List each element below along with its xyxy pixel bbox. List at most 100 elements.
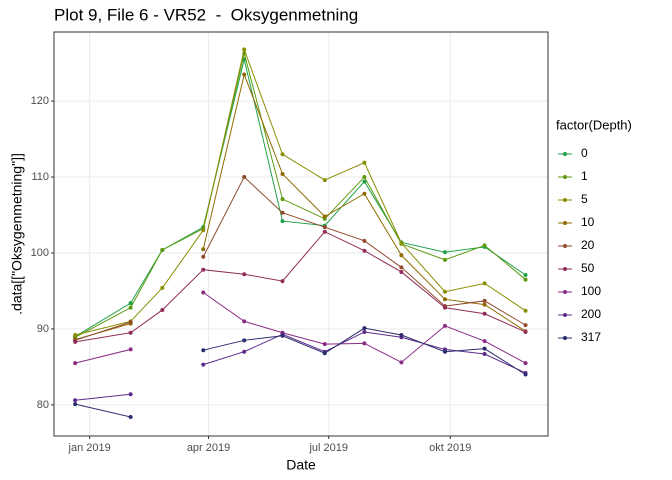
- data-point: [201, 267, 206, 272]
- data-point: [523, 277, 528, 282]
- x-axis-title: Date: [286, 457, 316, 473]
- data-point: [362, 248, 367, 253]
- data-point: [442, 257, 447, 262]
- data-point: [482, 243, 487, 248]
- data-point: [242, 72, 247, 77]
- data-point: [482, 281, 487, 286]
- data-point: [242, 47, 247, 52]
- data-point: [362, 329, 367, 334]
- x-tick-label: jan 2019: [68, 442, 111, 454]
- y-tick-label: 90: [37, 323, 49, 335]
- data-point: [322, 214, 327, 219]
- x-tick-label: okt 2019: [429, 442, 471, 454]
- data-point: [160, 247, 165, 252]
- series-line: [75, 231, 526, 343]
- data-point: [482, 346, 487, 351]
- data-point: [73, 402, 78, 407]
- data-point: [128, 347, 133, 352]
- data-point: [442, 250, 447, 255]
- legend-label: 20: [581, 238, 595, 252]
- panel-border: [53, 31, 549, 437]
- data-point: [523, 323, 528, 328]
- data-point: [399, 360, 404, 365]
- data-point: [160, 285, 165, 290]
- data-point: [482, 298, 487, 303]
- data-point: [482, 339, 487, 344]
- legend-label: 0: [581, 146, 588, 160]
- x-tick-label: jul 2019: [308, 442, 348, 454]
- data-point: [399, 265, 404, 270]
- data-point: [73, 339, 78, 344]
- data-point: [399, 241, 404, 246]
- data-point: [362, 191, 367, 196]
- y-axis-title: .data[["Oksygenmetning"]]: [9, 153, 25, 315]
- legend-key-point: [563, 221, 567, 225]
- y-tick-label: 100: [31, 247, 49, 259]
- y-tick-label: 80: [37, 399, 49, 411]
- series-line: [74, 53, 526, 338]
- data-point: [523, 273, 528, 278]
- series-line: [75, 47, 526, 336]
- data-point: [362, 160, 367, 165]
- legend-key-point: [563, 267, 567, 271]
- legend-label: 317: [581, 330, 601, 344]
- legend-key-point: [563, 175, 567, 179]
- data-point: [201, 362, 206, 367]
- legend-key-point: [563, 198, 567, 202]
- legend-label: 50: [581, 261, 595, 275]
- data-point: [399, 269, 404, 274]
- data-point: [322, 178, 327, 183]
- data-point: [242, 319, 247, 324]
- x-tick-label: apr 2019: [187, 442, 230, 454]
- legend-key-point: [563, 152, 567, 156]
- data-point: [280, 152, 285, 157]
- data-point: [482, 311, 487, 316]
- data-point: [242, 349, 247, 354]
- data-point: [242, 338, 247, 343]
- data-point: [482, 351, 487, 356]
- data-point: [128, 392, 133, 397]
- data-point: [523, 308, 528, 313]
- legend-label: 5: [581, 192, 588, 206]
- data-point: [362, 326, 367, 331]
- data-point: [442, 297, 447, 302]
- legend-key-point: [563, 336, 567, 340]
- legend-label: 1: [581, 169, 588, 183]
- data-point: [399, 333, 404, 337]
- chart-title: Plot 9, File 6 - VR52 - Oksygenmetning: [54, 5, 358, 24]
- data-point: [242, 175, 247, 180]
- data-point: [128, 305, 133, 310]
- data-point: [442, 323, 447, 328]
- data-point: [280, 333, 285, 338]
- y-tick-label: 120: [31, 95, 49, 107]
- data-point: [128, 330, 133, 335]
- data-point: [280, 210, 285, 215]
- data-point: [201, 290, 206, 295]
- legend-key-point: [563, 244, 567, 248]
- plot-panel: [54, 32, 548, 436]
- data-point: [201, 254, 206, 259]
- legend-label: 10: [581, 215, 595, 229]
- data-point: [201, 348, 206, 353]
- data-point: [523, 361, 528, 366]
- data-point: [280, 279, 285, 284]
- data-point: [280, 219, 285, 224]
- y-tick-label: 110: [31, 171, 49, 183]
- data-point: [280, 197, 285, 202]
- data-point: [128, 320, 133, 325]
- data-point: [442, 349, 447, 354]
- data-point: [482, 302, 487, 307]
- data-point: [128, 415, 133, 420]
- data-point: [73, 398, 78, 403]
- legend-label: 200: [581, 307, 601, 321]
- data-point: [523, 372, 528, 377]
- data-point: [73, 361, 78, 366]
- data-point: [362, 238, 367, 243]
- data-point: [523, 329, 528, 334]
- data-point: [399, 253, 404, 258]
- data-point: [201, 228, 206, 233]
- data-point: [322, 342, 327, 347]
- data-point: [322, 229, 327, 234]
- data-point: [362, 175, 367, 180]
